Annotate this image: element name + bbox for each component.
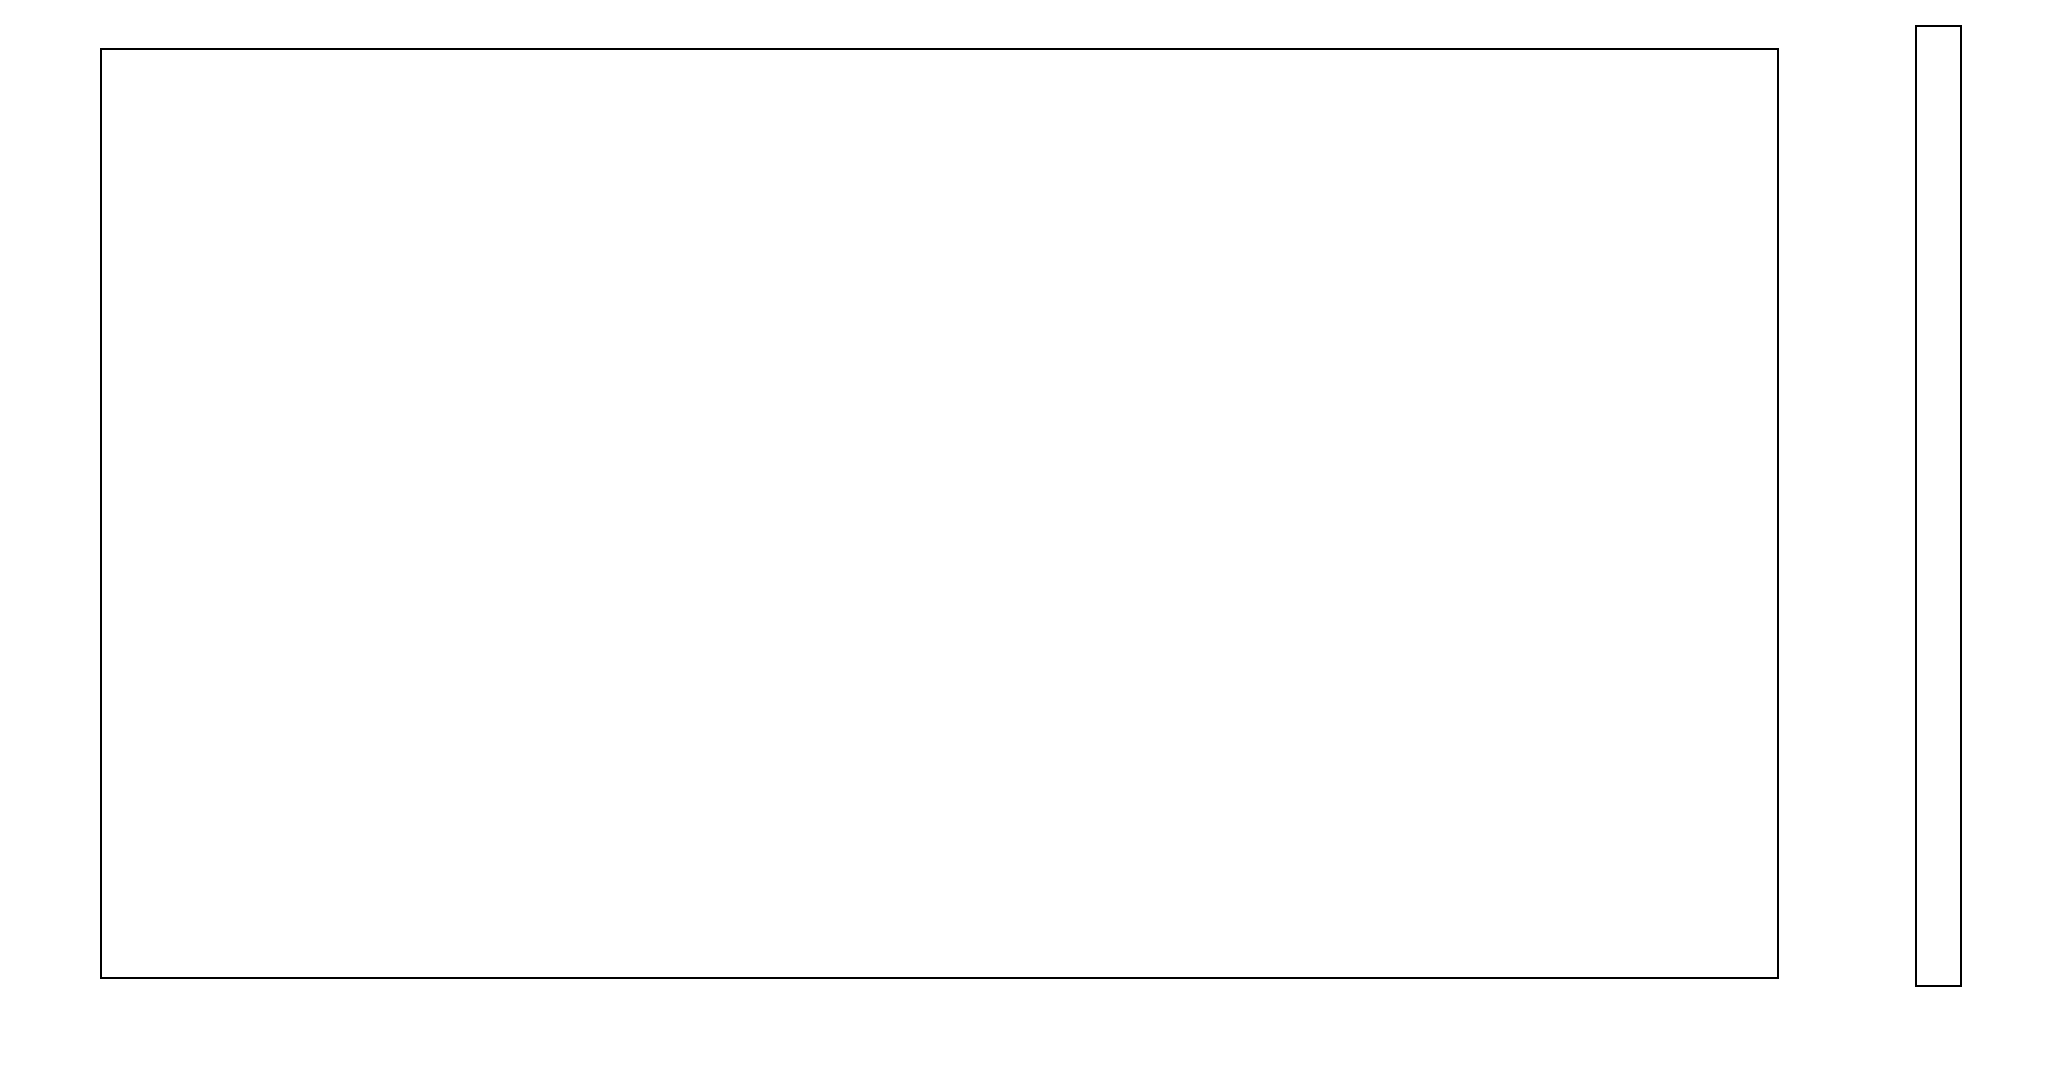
colorbar-canvas xyxy=(1917,27,1960,985)
y-axis-label xyxy=(12,263,52,763)
spectrogram-canvas xyxy=(102,50,1777,977)
colorbar-label xyxy=(1995,256,2035,756)
